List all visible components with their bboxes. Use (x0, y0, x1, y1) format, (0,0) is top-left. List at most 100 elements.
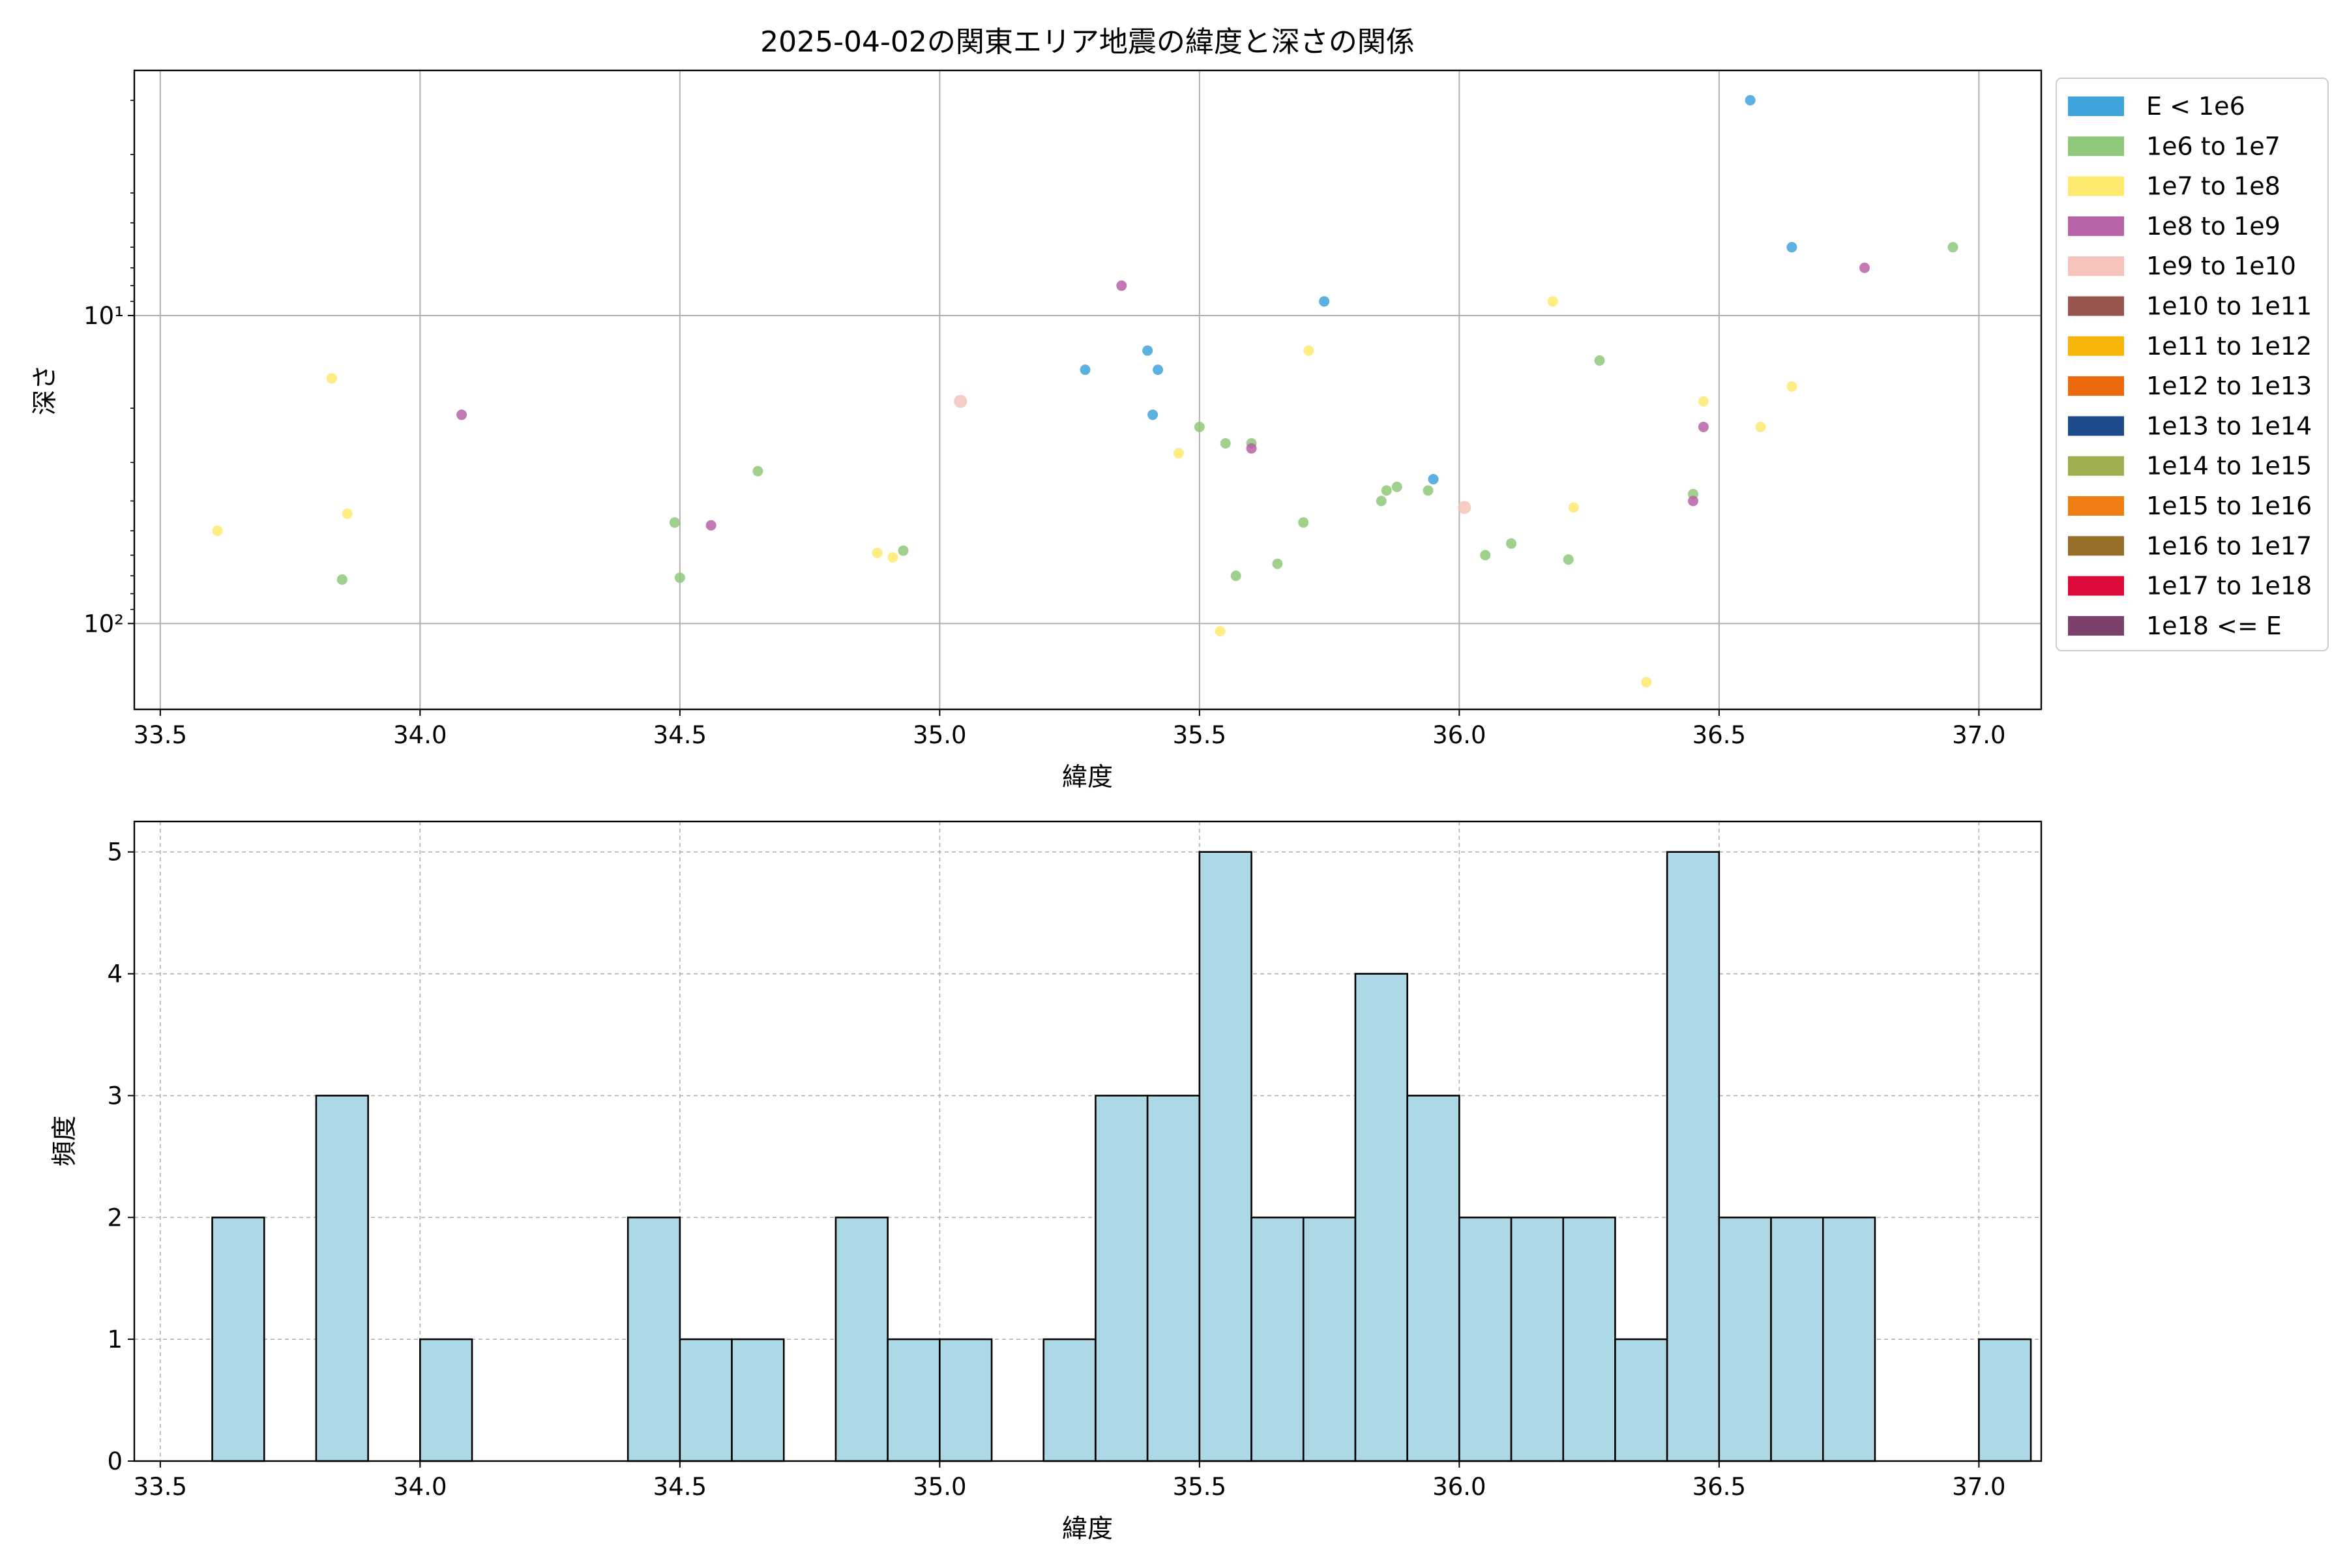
scatter-point (1116, 280, 1127, 291)
histogram-x-tick-label: 33.5 (134, 1473, 187, 1501)
histogram-bar (1354, 973, 1408, 1462)
legend-label: 1e17 to 1e18 (2146, 572, 2312, 600)
legend-label: 1e13 to 1e14 (2146, 411, 2312, 440)
scatter-point (752, 466, 763, 477)
scatter-y-tick-label: 10¹ (83, 302, 124, 330)
scatter-point (1215, 626, 1226, 637)
scatter-point (1220, 437, 1231, 449)
legend-swatch (2068, 416, 2124, 436)
histogram-bar (315, 1095, 369, 1462)
legend-items: E < 1e6 1e6 to 1e7 1e7 to 1e8 1e8 to 1e9 1e9… (2068, 92, 2312, 640)
scatter-x-tick-label: 36.0 (1432, 721, 1486, 749)
histogram-bar (731, 1338, 785, 1462)
legend-label: 1e10 to 1e11 (2146, 292, 2312, 321)
histogram-bar (1250, 1216, 1305, 1462)
histogram-y-ticks: 0 1 2 3 4 5 (107, 838, 134, 1475)
histogram-bar (679, 1338, 733, 1462)
histogram-bar (1978, 1338, 2032, 1462)
histogram-bar (1146, 1095, 1201, 1462)
histogram-x-tick-label: 34.0 (393, 1473, 447, 1501)
scatter-point (1698, 396, 1709, 407)
histogram-bar (1718, 1216, 1772, 1462)
histogram-bar (1562, 1216, 1616, 1462)
legend-label: 1e15 to 1e16 (2146, 492, 2312, 520)
legend-swatch (2068, 376, 2124, 396)
histogram-bar (1770, 1216, 1824, 1462)
scatter-point (326, 373, 337, 384)
scatter-plot: 33.5 34.0 34.5 35.0 35.5 36.0 36.5 37.0 10¹10² … (31, 69, 2043, 792)
histogram-bar (1095, 1095, 1149, 1462)
chart-title: 2025-04-02の関東エリア地震の緯度と深さの関係 (760, 25, 1415, 59)
scatter-point (1947, 242, 1958, 253)
scatter-point (1147, 409, 1159, 421)
scatter-y-axis-label: 深さ (31, 364, 60, 415)
scatter-point (1563, 554, 1574, 565)
scatter-point (1376, 496, 1387, 507)
histogram-bar (834, 1216, 889, 1462)
legend-label: 1e8 to 1e9 (2146, 212, 2281, 241)
histogram-bar (1614, 1338, 1668, 1462)
scatter-x-tick-label: 35.0 (913, 721, 966, 749)
histogram-bar (419, 1338, 473, 1462)
legend-label: 1e9 to 1e10 (2146, 252, 2296, 280)
scatter-x-tick-label: 33.5 (134, 721, 187, 749)
histogram-y-tick-label: 5 (107, 838, 123, 866)
histogram-bar (1666, 851, 1720, 1462)
scatter-points (212, 95, 1958, 688)
scatter-frame (133, 69, 2043, 711)
scatter-y-tick-label: 10² (83, 610, 124, 638)
scatter-point (1547, 296, 1558, 307)
scatter-point (1458, 501, 1471, 514)
legend-label: 1e6 to 1e7 (2146, 132, 2281, 160)
scatter-point (336, 574, 347, 585)
legend-swatch (2068, 296, 2124, 316)
scatter-point (1194, 421, 1205, 432)
legend-swatch (2068, 496, 2124, 516)
scatter-point (1298, 517, 1309, 528)
scatter-x-tick-label: 37.0 (1952, 721, 2005, 749)
histogram-bar (1822, 1216, 1876, 1462)
legend-swatch (2068, 216, 2124, 236)
histogram-x-tick-label: 36.0 (1432, 1473, 1486, 1501)
scatter-point (674, 572, 685, 584)
legend-label: 1e11 to 1e12 (2146, 332, 2312, 361)
scatter-point (898, 545, 909, 556)
scatter-point (1272, 558, 1283, 569)
scatter-point (1786, 381, 1797, 392)
scatter-point (1859, 262, 1870, 273)
scatter-point (872, 548, 883, 559)
histogram-y-tick-label: 4 (107, 960, 123, 988)
scatter-point (1303, 345, 1314, 356)
scatter-point (212, 525, 223, 537)
scatter-point (1568, 502, 1579, 513)
histogram-x-axis-label: 緯度 (1062, 1515, 1113, 1544)
legend-swatch (2068, 336, 2124, 356)
scatter-point (1381, 485, 1392, 496)
histogram-plot: 33.5 34.0 34.5 35.0 35.5 36.0 36.5 37.0 012345 … (50, 820, 2043, 1544)
scatter-x-tick-label: 34.0 (393, 721, 447, 749)
legend-label: 1e16 to 1e17 (2146, 531, 2312, 560)
scatter-point (1480, 550, 1491, 561)
legend-swatch (2068, 615, 2124, 636)
histogram-x-tick-label: 36.5 (1692, 1473, 1746, 1501)
scatter-point (887, 552, 898, 563)
histogram-y-tick-label: 3 (107, 1082, 123, 1110)
legend-swatch (2068, 256, 2124, 276)
legend: E < 1e6 1e6 to 1e7 1e7 to 1e8 1e8 to 1e9 1e9… (2056, 78, 2329, 651)
histogram-y-tick-label: 2 (107, 1204, 123, 1232)
scatter-point (1173, 448, 1184, 459)
scatter-point (954, 394, 967, 408)
histogram-x-ticks: 33.5 34.0 34.5 35.0 35.5 36.0 36.5 37.0 (134, 1461, 2006, 1501)
histogram-bar (1302, 1216, 1357, 1462)
histogram-bar (939, 1338, 993, 1462)
scatter-point (1230, 570, 1241, 582)
histogram-x-tick-label: 34.5 (653, 1473, 707, 1501)
histogram-bar (1406, 1095, 1460, 1462)
legend-swatch (2068, 96, 2124, 116)
legend-frame (2056, 78, 2329, 651)
scatter-point (1755, 421, 1766, 432)
legend-swatch (2068, 576, 2124, 596)
scatter-point (1391, 481, 1402, 492)
